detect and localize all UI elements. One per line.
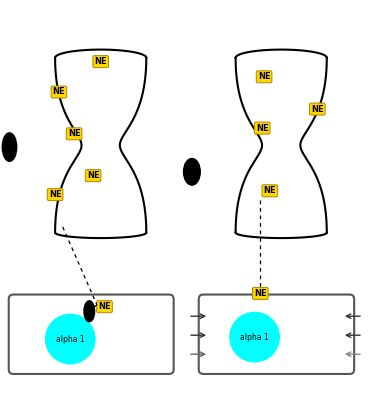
Text: NE: NE xyxy=(68,129,81,138)
Ellipse shape xyxy=(184,158,200,185)
Text: NE: NE xyxy=(87,171,100,180)
Text: NE: NE xyxy=(311,105,324,114)
Circle shape xyxy=(46,314,95,364)
Text: NE: NE xyxy=(256,124,269,132)
Circle shape xyxy=(230,312,279,362)
Text: NE: NE xyxy=(94,57,107,66)
Ellipse shape xyxy=(84,301,95,322)
Text: NE: NE xyxy=(258,72,271,81)
FancyBboxPatch shape xyxy=(9,294,174,374)
Text: alpha 1: alpha 1 xyxy=(240,332,269,342)
Text: NE: NE xyxy=(263,186,276,195)
Ellipse shape xyxy=(2,133,17,162)
Text: NE: NE xyxy=(254,289,267,298)
Text: alpha 1: alpha 1 xyxy=(56,334,85,343)
FancyBboxPatch shape xyxy=(199,294,354,374)
Text: NE: NE xyxy=(49,190,62,199)
Text: NE: NE xyxy=(98,302,111,311)
Text: NE: NE xyxy=(52,88,65,97)
